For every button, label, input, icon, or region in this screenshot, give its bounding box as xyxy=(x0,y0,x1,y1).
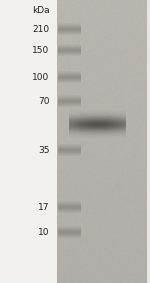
Text: 150: 150 xyxy=(32,46,50,55)
Text: 70: 70 xyxy=(38,97,50,106)
Text: 35: 35 xyxy=(38,146,50,155)
Text: 17: 17 xyxy=(38,203,50,212)
Text: 210: 210 xyxy=(32,25,50,34)
FancyBboxPatch shape xyxy=(0,0,57,283)
Text: 100: 100 xyxy=(32,73,50,82)
Text: kDa: kDa xyxy=(32,6,50,15)
Text: 10: 10 xyxy=(38,228,50,237)
